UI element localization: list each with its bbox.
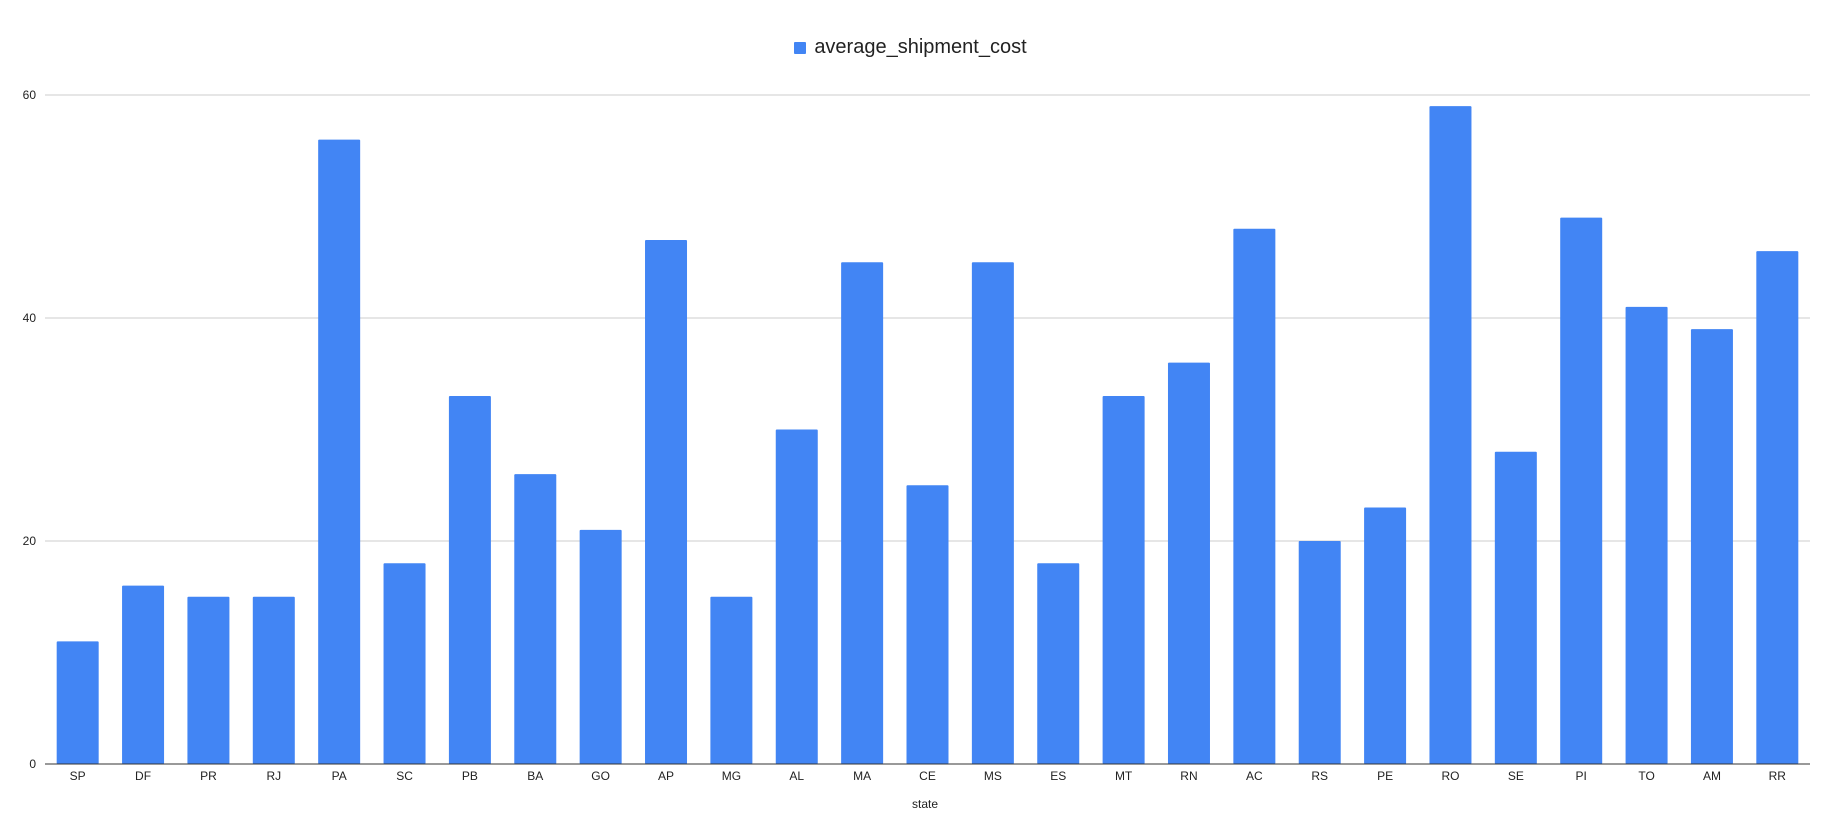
bar-ce (906, 485, 949, 764)
x-tick-label: SC (396, 769, 413, 783)
x-tick-label: GO (591, 769, 610, 783)
bar-ba (514, 474, 557, 764)
x-tick-label: PE (1377, 769, 1393, 783)
bar-am (1690, 329, 1733, 764)
x-tick-label: ES (1050, 769, 1066, 783)
x-tick-label: RR (1769, 769, 1787, 783)
y-tick-label: 40 (23, 311, 37, 325)
x-tick-label: RO (1441, 769, 1459, 783)
x-tick-label: DF (135, 769, 151, 783)
x-axis-ticks: SP DF PR RJ PA SC PB BA GO AP MG AL MA CE MS ES MT RN AC RS… (70, 769, 1787, 783)
x-tick-label: MT (1115, 769, 1133, 783)
y-tick-label: 0 (29, 757, 36, 771)
x-tick-label: MA (853, 769, 871, 783)
bar-pe (1364, 507, 1407, 764)
bar-go (579, 529, 622, 764)
gridlines (45, 94, 1810, 542)
x-tick-label: AP (658, 769, 674, 783)
x-tick-label: TO (1638, 769, 1654, 783)
bar-ma (841, 262, 884, 764)
x-tick-label: AM (1703, 769, 1721, 783)
bar-mg (710, 596, 753, 764)
legend-swatch (794, 41, 807, 54)
chart-legend: average_shipment_cost (0, 36, 1821, 59)
bar-se (1494, 451, 1537, 764)
bar-rs (1298, 541, 1341, 764)
x-axis-title: state (911, 797, 938, 811)
x-tick-label: PA (332, 769, 347, 783)
x-tick-label: PR (200, 769, 217, 783)
x-tick-label: PI (1576, 769, 1587, 783)
y-tick-label: 60 (23, 88, 37, 102)
x-tick-label: PB (462, 769, 478, 783)
x-tick-label: BA (527, 769, 543, 783)
x-tick-label: MS (984, 769, 1002, 783)
x-tick-label: RN (1180, 769, 1197, 783)
bar-es (1037, 563, 1080, 764)
x-tick-label: RS (1311, 769, 1328, 783)
bar-sp (56, 641, 99, 764)
bar-al (775, 429, 818, 764)
bar-to (1625, 306, 1668, 764)
bars (56, 106, 1799, 765)
x-tick-label: MG (722, 769, 741, 783)
x-tick-label: AC (1246, 769, 1263, 783)
x-tick-label: RJ (266, 769, 281, 783)
x-tick-label: SE (1508, 769, 1524, 783)
x-tick-label: SP (70, 769, 86, 783)
bar-ms (971, 262, 1014, 764)
bar-ap (645, 239, 688, 764)
bar-df (122, 585, 165, 764)
bar-mt (1102, 396, 1145, 764)
bar-rj (252, 596, 295, 764)
bar-rr (1756, 251, 1799, 765)
bar-pr (187, 596, 230, 764)
x-tick-label: CE (919, 769, 936, 783)
bar-sc (383, 563, 426, 764)
x-tick-label: AL (789, 769, 804, 783)
bar-pa (318, 139, 361, 765)
legend-label: average_shipment_cost (814, 36, 1027, 58)
bar-ac (1233, 228, 1276, 765)
bar-rn (1167, 362, 1210, 764)
y-tick-label: 20 (23, 534, 37, 548)
bar-pi (1560, 217, 1603, 764)
y-axis-ticks: 0 20 40 60 (23, 88, 37, 771)
bar-pb (448, 396, 491, 764)
bar-ro (1429, 106, 1472, 764)
